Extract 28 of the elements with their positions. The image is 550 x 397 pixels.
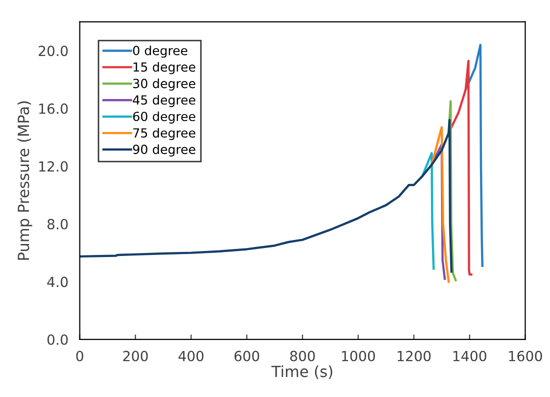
legend-label: 0 degree [133,46,188,58]
x-tick-label: 1000 [342,350,375,362]
x-tick-label: 0 [76,350,84,362]
y-tick-label: 0.0 [47,334,68,345]
line-series [421,152,435,270]
y-axis-title: Pump Pressure (MPa) [17,101,32,260]
y-tick-label: 16.0 [39,103,68,114]
y-tick-label: 4.0 [47,276,68,288]
y-tick-label: 8.0 [47,218,68,230]
legend-label: 15 degree [134,62,196,74]
x-tick-label: 1400 [453,350,486,362]
line-series [430,126,450,283]
x-tick-label: 1600 [509,350,542,362]
legend-label: 75 degree [133,128,196,140]
legend-label: 90 degree [133,144,196,157]
x-tick-label: 1200 [398,350,431,362]
line-series [464,44,484,267]
y-tick-label: 12.0 [39,161,68,172]
legend-label: 60 degree [133,111,196,124]
legend-label: 30 degree [133,78,196,91]
y-tick-label: 20.0 [38,46,68,56]
x-axis-title: Time (s) [271,365,332,379]
x-tick-label: 600 [234,350,260,362]
line-series [448,100,457,282]
x-tick-label: 800 [290,350,315,362]
x-tick-label: 400 [178,350,204,362]
x-tick-label: 200 [123,350,148,362]
legend-label: 45 degree [132,95,196,108]
